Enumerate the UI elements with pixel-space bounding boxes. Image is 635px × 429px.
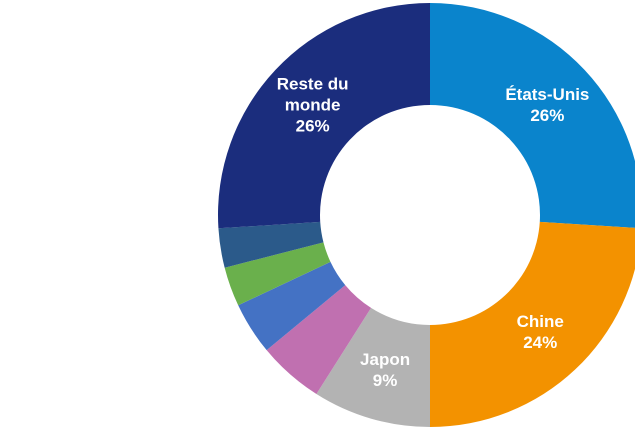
donut-segment (316, 307, 430, 427)
segment-label: États-Unis 26% (482, 84, 612, 126)
value-label: 9% (372, 370, 398, 390)
segment-label: Japon 9% (320, 349, 450, 391)
donut-segment (266, 285, 372, 394)
donut-segment (430, 221, 635, 427)
category-name: Reste du monde (276, 74, 349, 115)
donut-segment (238, 261, 346, 351)
category-name: Chine (516, 312, 564, 332)
value-label: 26% (530, 105, 565, 125)
value-label: 24% (523, 333, 558, 353)
category-name: Japon (360, 349, 411, 369)
value-label: 26% (295, 116, 330, 136)
donut-segment (224, 242, 331, 306)
category-name: États-Unis (505, 84, 590, 104)
donut-segment (430, 3, 635, 228)
segment-label: Chine 24% (475, 311, 605, 353)
segment-label: Reste du monde 26% (263, 73, 363, 136)
donut-segment (218, 221, 324, 268)
donut-segment (218, 3, 430, 229)
